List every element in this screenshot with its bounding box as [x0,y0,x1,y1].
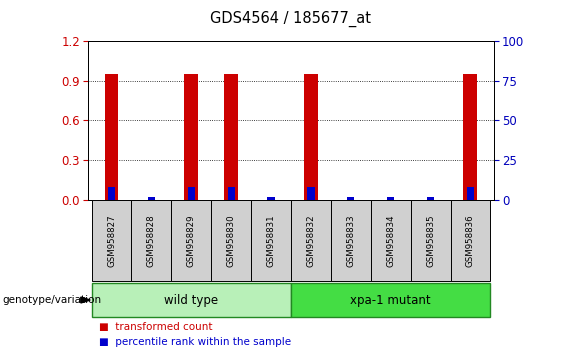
Bar [92,283,291,317]
Bar [463,74,477,200]
Text: GSM958835: GSM958835 [426,215,435,267]
Bar [267,198,275,200]
Text: GSM958828: GSM958828 [147,215,156,267]
Text: genotype/variation: genotype/variation [3,295,102,305]
Text: GSM958830: GSM958830 [227,215,236,267]
Text: xpa-1 mutant: xpa-1 mutant [350,293,431,307]
Bar [427,198,434,200]
Text: wild type: wild type [164,293,218,307]
Text: GDS4564 / 185677_at: GDS4564 / 185677_at [211,10,371,27]
Bar [184,74,198,200]
Bar [228,187,234,200]
Bar [347,198,354,200]
Bar [307,187,315,200]
Bar [148,198,155,200]
Text: ■  transformed count: ■ transformed count [99,322,212,332]
Text: ■  percentile rank within the sample: ■ percentile rank within the sample [99,337,291,347]
Bar [411,200,450,281]
Bar [224,74,238,200]
Text: GSM958834: GSM958834 [386,215,395,267]
Bar [105,74,119,200]
Bar [211,200,251,281]
Text: GSM958827: GSM958827 [107,215,116,267]
Text: GSM958831: GSM958831 [267,215,276,267]
Bar [92,200,132,281]
Text: GSM958833: GSM958833 [346,215,355,267]
Bar [132,200,171,281]
Bar [304,74,318,200]
Polygon shape [81,297,90,303]
Text: GSM958836: GSM958836 [466,215,475,267]
Bar [331,200,371,281]
Text: GSM958832: GSM958832 [306,215,315,267]
Bar [188,187,195,200]
Bar [291,200,331,281]
Bar [171,200,211,281]
Bar [387,198,394,200]
Bar [450,200,490,281]
Bar [108,187,115,200]
Text: GSM958829: GSM958829 [187,215,195,267]
Bar [467,187,474,200]
Bar [371,200,411,281]
Bar [291,283,490,317]
Bar [251,200,291,281]
